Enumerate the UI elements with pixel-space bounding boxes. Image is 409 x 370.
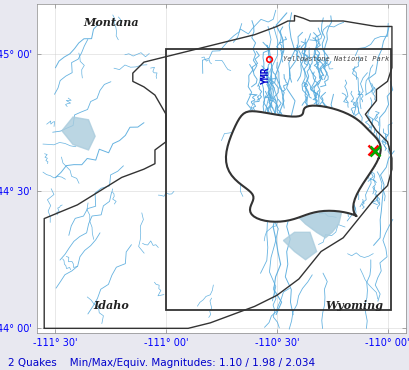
Polygon shape bbox=[281, 172, 342, 238]
Text: 2 Quakes    Min/Max/Equiv. Magnitudes: 1.10 / 1.98 / 2.034: 2 Quakes Min/Max/Equiv. Magnitudes: 1.10… bbox=[8, 358, 315, 368]
Polygon shape bbox=[62, 117, 95, 150]
Text: YMR: YMR bbox=[261, 67, 270, 84]
Polygon shape bbox=[225, 106, 380, 222]
Text: Yellowstone National Park: Yellowstone National Park bbox=[283, 56, 389, 61]
Polygon shape bbox=[44, 16, 391, 328]
Text: Montana: Montana bbox=[83, 17, 138, 28]
Polygon shape bbox=[283, 232, 316, 260]
Text: Wyoming: Wyoming bbox=[324, 300, 382, 311]
Text: Idaho: Idaho bbox=[92, 300, 128, 311]
Bar bbox=[166, 49, 390, 310]
